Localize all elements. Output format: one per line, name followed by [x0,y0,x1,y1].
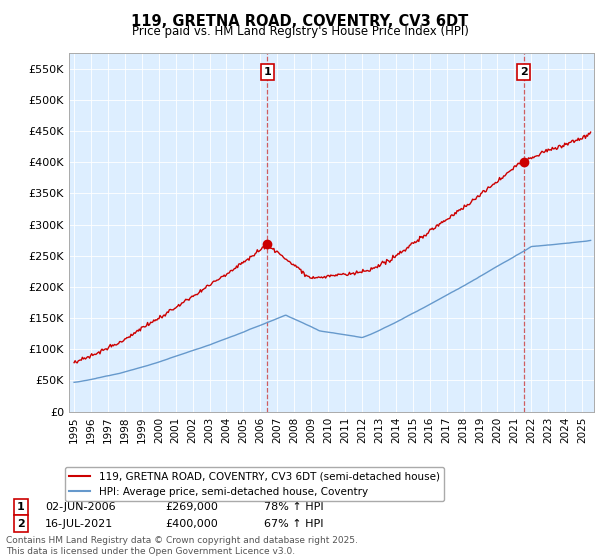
Text: 2: 2 [520,67,527,77]
Text: £269,000: £269,000 [165,502,218,512]
Text: 78% ↑ HPI: 78% ↑ HPI [264,502,323,512]
Text: 02-JUN-2006: 02-JUN-2006 [45,502,116,512]
Text: 119, GRETNA ROAD, COVENTRY, CV3 6DT: 119, GRETNA ROAD, COVENTRY, CV3 6DT [131,14,469,29]
Text: 1: 1 [17,502,25,512]
Text: 16-JUL-2021: 16-JUL-2021 [45,519,113,529]
Text: 2: 2 [17,519,25,529]
Text: 1: 1 [263,67,271,77]
Text: Contains HM Land Registry data © Crown copyright and database right 2025.
This d: Contains HM Land Registry data © Crown c… [6,536,358,556]
Text: £400,000: £400,000 [165,519,218,529]
Text: 67% ↑ HPI: 67% ↑ HPI [264,519,323,529]
Legend: 119, GRETNA ROAD, COVENTRY, CV3 6DT (semi-detached house), HPI: Average price, s: 119, GRETNA ROAD, COVENTRY, CV3 6DT (sem… [65,467,444,501]
Text: Price paid vs. HM Land Registry's House Price Index (HPI): Price paid vs. HM Land Registry's House … [131,25,469,38]
